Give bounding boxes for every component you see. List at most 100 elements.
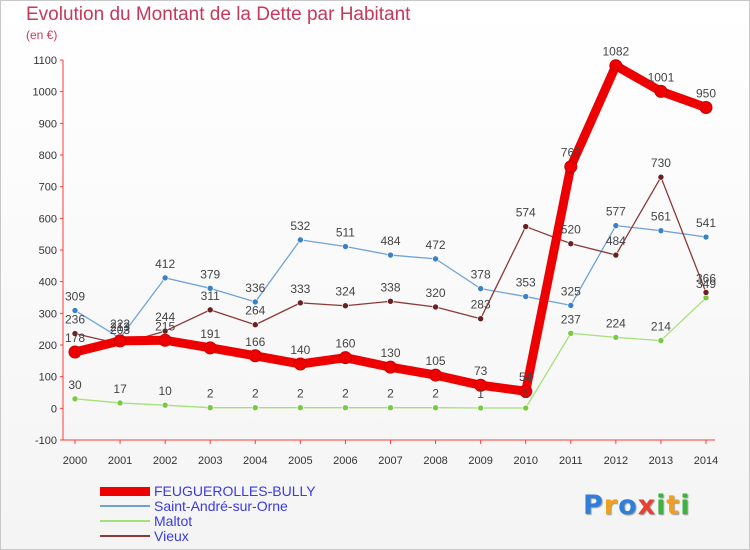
- x-tick-label: 2012: [604, 455, 628, 467]
- data-point: [206, 306, 214, 314]
- x-tick-label: 2004: [243, 455, 267, 467]
- x-tick-label: 2008: [423, 455, 447, 467]
- legend-swatch-maltot: [100, 520, 150, 522]
- data-label: 203: [110, 323, 130, 337]
- data-point: [206, 404, 214, 412]
- data-label: 763: [561, 146, 581, 160]
- data-label: 178: [65, 331, 85, 345]
- data-label: 222: [110, 317, 130, 331]
- legend-item-feuguerolles: FEUGUEROLLES-BULLY: [100, 483, 400, 499]
- data-point: [522, 404, 530, 412]
- data-point: [387, 297, 394, 305]
- legend-item-saint-andre: Saint-André-sur-Orne: [100, 498, 400, 514]
- data-label: 2: [207, 387, 214, 401]
- data-label: 577: [606, 205, 626, 219]
- data-label: 349: [696, 277, 716, 291]
- x-tick-label: 2007: [378, 455, 402, 467]
- data-point: [68, 345, 82, 359]
- data-label: 338: [380, 280, 400, 294]
- data-label: 54: [519, 370, 533, 384]
- data-point: [251, 321, 259, 329]
- logo-letter: i: [680, 490, 691, 521]
- data-label: 336: [245, 281, 265, 295]
- y-tick-label: 200: [39, 340, 57, 352]
- data-label: 2: [432, 387, 439, 401]
- data-point: [474, 378, 488, 392]
- data-point: [161, 274, 169, 282]
- data-label: 283: [471, 298, 491, 312]
- data-label: 511: [336, 226, 355, 240]
- legend-label: Maltot: [154, 513, 193, 529]
- y-tick-label: 100: [39, 372, 57, 384]
- data-label: 1: [522, 387, 529, 401]
- y-tick-label: 0: [51, 403, 57, 415]
- data-label: 215: [155, 319, 175, 333]
- data-point: [522, 223, 530, 230]
- data-point: [71, 330, 79, 337]
- y-tick-label: 600: [39, 213, 57, 225]
- data-point: [387, 251, 394, 259]
- x-tick-label: 2011: [559, 455, 583, 467]
- data-point: [702, 233, 710, 241]
- x-tick-label: 2000: [63, 455, 87, 467]
- data-point: [71, 395, 79, 403]
- legend-item-vieux: Vieux: [100, 528, 400, 544]
- y-tick-label: 700: [39, 182, 57, 194]
- data-point: [338, 351, 352, 365]
- data-label: 166: [245, 335, 265, 349]
- data-point: [429, 368, 443, 382]
- legend-item-maltot: Maltot: [100, 513, 400, 529]
- data-point: [116, 399, 124, 407]
- data-label: 378: [471, 268, 491, 282]
- y-tick-label: -100: [35, 435, 57, 447]
- data-label: 237: [561, 312, 581, 326]
- data-label: 520: [561, 223, 581, 237]
- data-point: [342, 302, 349, 310]
- data-label: 264: [245, 304, 265, 318]
- data-point: [71, 307, 79, 314]
- data-point: [251, 298, 259, 306]
- data-label: 353: [516, 276, 536, 290]
- data-label: 30: [68, 378, 82, 392]
- legend: FEUGUEROLLES-BULLY Saint-André-sur-Orne …: [100, 483, 400, 544]
- data-point: [609, 59, 623, 73]
- data-label: 320: [426, 286, 446, 300]
- data-point: [432, 303, 439, 311]
- data-label: 309: [65, 289, 85, 303]
- legend-label: FEUGUEROLLES-BULLY: [154, 483, 316, 499]
- x-tick-label: 2014: [694, 455, 718, 467]
- y-tick-label: 300: [39, 308, 57, 320]
- x-tick-label: 2010: [513, 455, 537, 467]
- data-label: 333: [290, 282, 310, 296]
- y-tick-label: 900: [39, 118, 57, 130]
- legend-swatch-vieux: [100, 535, 150, 537]
- data-point: [342, 243, 349, 250]
- data-label: 224: [606, 316, 626, 330]
- x-tick-label: 2006: [333, 455, 357, 467]
- data-label: 1082: [603, 45, 630, 59]
- series-layer: [68, 59, 713, 412]
- y-tick-label: 500: [39, 245, 57, 257]
- data-point: [522, 293, 530, 300]
- data-point: [477, 315, 484, 323]
- data-point: [702, 289, 710, 296]
- data-point: [251, 404, 259, 412]
- data-point: [384, 360, 397, 374]
- logo-letter: r: [603, 490, 619, 521]
- data-label: 244: [155, 310, 175, 324]
- x-tick-label: 2002: [153, 455, 177, 467]
- data-point: [342, 404, 349, 412]
- data-point: [612, 334, 620, 341]
- legend-label: Saint-André-sur-Orne: [154, 498, 288, 514]
- data-label: 2: [297, 387, 304, 401]
- data-point: [161, 401, 169, 409]
- data-point: [699, 101, 713, 114]
- data-label: 366: [696, 271, 716, 285]
- data-label: 160: [335, 337, 355, 351]
- proxiti-logo: Proxiti: [583, 490, 691, 521]
- x-tick-label: 2013: [649, 455, 673, 467]
- data-label: 191: [200, 327, 220, 341]
- data-label: 379: [200, 267, 220, 281]
- data-label: 105: [426, 354, 446, 368]
